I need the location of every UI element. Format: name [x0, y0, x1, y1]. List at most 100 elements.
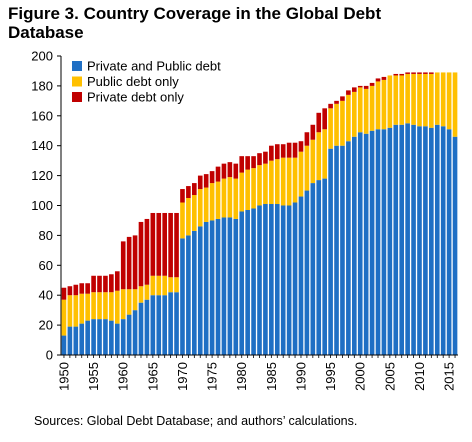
bar-segment-1982-s1: [251, 168, 256, 209]
bar-segment-2008-s0: [405, 123, 410, 355]
y-tick-label-140: 140: [31, 138, 53, 153]
x-tick-label-1980: 1980: [234, 362, 249, 391]
bar-segment-1953-s1: [79, 293, 85, 324]
bar-segment-1957-s2: [103, 275, 108, 293]
bar-segment-1962-s1: [132, 289, 138, 311]
bar-segment-1990-s1: [298, 151, 304, 197]
bar-segment-1958-s1: [109, 292, 114, 321]
bar-segment-2000-s1: [357, 87, 363, 133]
bar-segment-1965-s1: [150, 275, 156, 296]
bar-segment-1989-s0: [292, 202, 298, 355]
bar-segment-1989-s1: [292, 157, 298, 203]
bar-segment-1984-s2: [263, 151, 268, 164]
bar-segment-1979-s2: [233, 163, 239, 179]
bar-segment-1954-s0: [85, 320, 90, 355]
y-tick-label-40: 40: [39, 288, 53, 303]
x-tick-label-1950: 1950: [56, 362, 71, 391]
bar-segment-1996-s0: [334, 145, 339, 355]
bar-segment-1973-s2: [197, 175, 203, 190]
y-tick-label-200: 200: [31, 49, 53, 64]
bar-segment-1983-s2: [257, 153, 262, 166]
bar-segment-1956-s1: [97, 292, 102, 320]
bar-segment-1951-s2: [67, 286, 73, 296]
bar-segment-1956-s0: [97, 319, 102, 355]
bar-segment-1954-s1: [85, 293, 90, 321]
bar-segment-2014-s1: [440, 72, 446, 127]
bar-segment-2014-s0: [440, 126, 446, 355]
bar-segment-1952-s0: [73, 326, 79, 355]
bar-segment-1999-s1: [352, 91, 357, 137]
bar-segment-1952-s1: [73, 295, 79, 327]
legend-swatch-1: [72, 76, 82, 87]
bar-segment-2006-s2: [393, 73, 399, 76]
bar-segment-1978-s2: [227, 162, 233, 178]
bar-segment-1984-s1: [263, 163, 268, 205]
bar-segment-1961-s2: [126, 236, 132, 290]
bar-segment-1975-s1: [209, 183, 215, 221]
bar-segment-1953-s2: [79, 283, 85, 294]
bar-segment-2005-s0: [387, 127, 393, 355]
bar-segment-2010-s0: [417, 126, 422, 355]
x-tick-label-1970: 1970: [175, 362, 190, 391]
x-tick-label-2000: 2000: [353, 362, 368, 391]
bar-segment-2011-s2: [423, 72, 428, 74]
bar-segment-1973-s0: [197, 226, 203, 355]
bar-segment-2016-s1: [452, 72, 458, 137]
bar-segment-1994-s1: [322, 129, 327, 179]
bar-segment-1960-s2: [120, 241, 126, 290]
bar-segment-1959-s1: [114, 290, 120, 324]
bar-segment-1995-s1: [328, 108, 333, 149]
bar-segment-1992-s2: [310, 124, 316, 140]
bar-segment-1993-s1: [316, 132, 322, 181]
bar-segment-1986-s0: [274, 204, 280, 355]
bar-segment-1955-s2: [91, 275, 96, 293]
bar-segment-1975-s2: [209, 171, 215, 184]
x-tick-label-1975: 1975: [205, 362, 220, 391]
bar-segment-1984-s0: [263, 204, 268, 355]
bar-segment-2003-s2: [375, 78, 381, 82]
bar-segment-1970-s2: [180, 189, 185, 203]
legend-swatch-0: [72, 61, 82, 71]
bar-segment-1966-s0: [156, 295, 162, 355]
bar-segment-2004-s0: [381, 129, 387, 355]
bar-segment-1957-s0: [103, 319, 108, 355]
bar-segment-2008-s1: [405, 73, 410, 124]
legend-item-2: Private debt only: [72, 90, 184, 105]
x-tick-label-1955: 1955: [86, 362, 101, 391]
bar-segment-1994-s2: [322, 108, 327, 130]
bar-segment-1974-s2: [203, 174, 209, 188]
bar-segment-1980-s0: [239, 211, 245, 355]
x-tick-label-2010: 2010: [412, 362, 427, 391]
bar-segment-2011-s1: [423, 73, 428, 127]
bar-segment-1983-s0: [257, 205, 262, 355]
bar-segment-2011-s0: [423, 126, 428, 355]
bar-segment-1959-s0: [114, 323, 120, 355]
bar-segment-1950-s0: [61, 335, 67, 355]
y-tick-label-60: 60: [39, 258, 53, 273]
bar-segment-1969-s1: [174, 277, 179, 293]
bar-segment-1977-s2: [221, 163, 227, 179]
legend-swatch-2: [72, 92, 82, 102]
bar-segment-1968-s2: [168, 212, 173, 278]
bar-segment-1972-s2: [192, 183, 197, 196]
x-tick-label-1990: 1990: [293, 362, 308, 391]
x-tick-label-1965: 1965: [145, 362, 160, 391]
bar-segment-1955-s1: [91, 292, 96, 320]
bar-segment-1963-s0: [138, 302, 144, 355]
legend-label-1: Public debt only: [87, 74, 179, 89]
bar-segment-2009-s0: [411, 124, 416, 356]
bar-segment-1964-s0: [144, 299, 150, 355]
x-tick-label-1960: 1960: [116, 362, 131, 391]
bar-segment-1985-s2: [269, 145, 274, 161]
bar-segment-1959-s2: [114, 271, 120, 291]
bar-segment-1985-s1: [269, 160, 274, 204]
bar-segment-1978-s1: [227, 177, 233, 218]
bar-segment-1997-s1: [340, 100, 345, 146]
bar-segment-2006-s0: [393, 124, 399, 356]
bar-segment-1976-s1: [215, 181, 221, 219]
bar-segment-1977-s0: [221, 217, 227, 355]
bar-segment-1982-s0: [251, 208, 256, 355]
bar-segment-1960-s0: [120, 319, 126, 355]
bar-segment-1953-s0: [79, 323, 85, 355]
